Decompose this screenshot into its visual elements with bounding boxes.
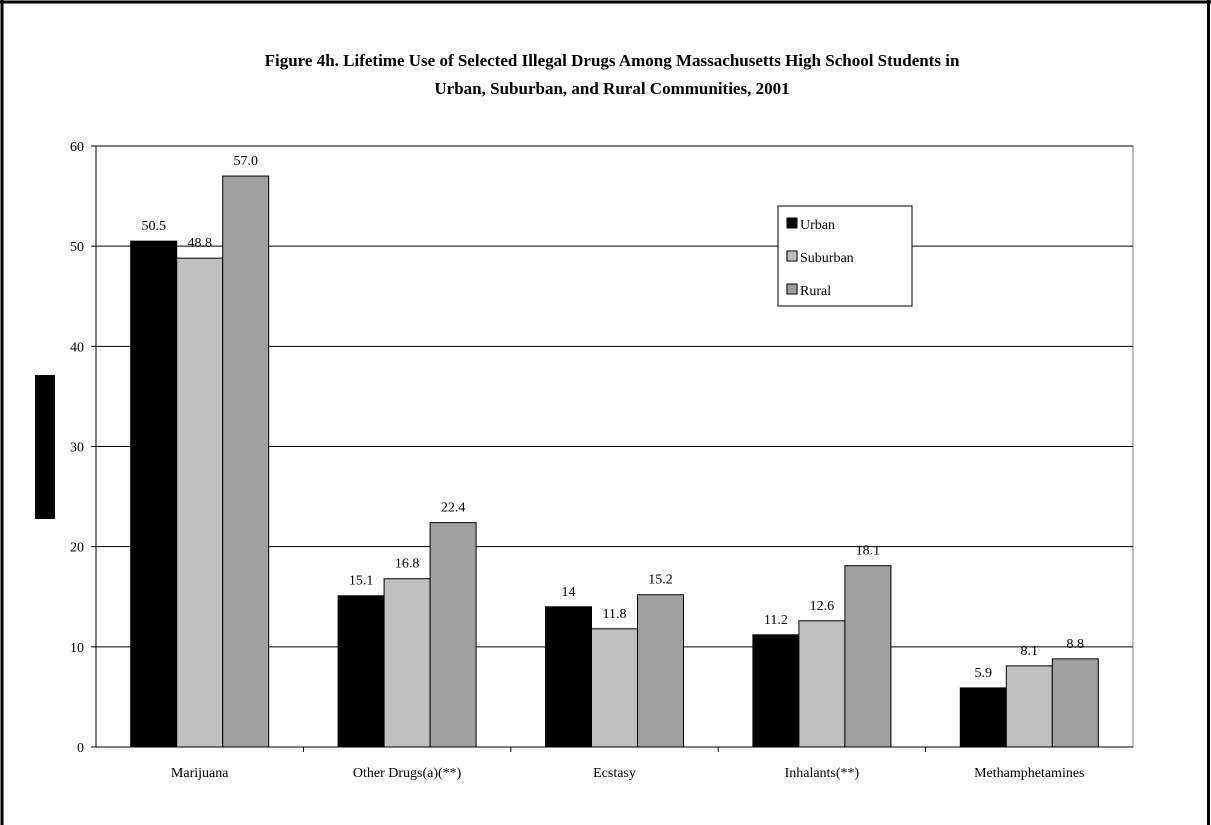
- legend-label-urban: Urban: [800, 218, 835, 233]
- y-tick-label: 50: [70, 240, 84, 255]
- bar-suburban-1: [176, 257, 224, 748]
- bar-urban-4: [752, 634, 800, 748]
- data-label: 5.9: [975, 666, 993, 681]
- legend-label-suburban: Suburban: [800, 251, 854, 266]
- y-tick-label: 40: [70, 340, 84, 355]
- bar-rural-4: [844, 565, 892, 748]
- bar-urban-2: [337, 595, 385, 748]
- legend-label-rural: Rural: [800, 284, 831, 299]
- bar-suburban-2: [383, 578, 431, 748]
- data-label-group: 50.5 48.8 57.0 15.1 16.8 22.4 14 11.8 15.2 11.2 12…: [141, 154, 1084, 681]
- data-label: 22.4: [441, 501, 466, 516]
- bar-suburban-3: [591, 628, 638, 748]
- chart-title: Figure 4h. Lifetime Use of Selected Ille…: [265, 51, 960, 70]
- bar-urban-1: [130, 240, 178, 748]
- y-tick-label: 10: [70, 641, 84, 656]
- y-tick-label: 0: [77, 741, 84, 756]
- x-category-label: Methamphetamines: [974, 766, 1084, 781]
- bar-group: [130, 175, 1099, 748]
- bar-urban-5: [959, 687, 1007, 748]
- x-category-label: Ecstasy: [593, 766, 636, 781]
- bar-suburban-4: [798, 620, 846, 748]
- x-category-label: Inhalants(**): [785, 766, 860, 781]
- data-label: 18.1: [856, 544, 881, 559]
- x-category-label: Marijuana: [171, 766, 229, 781]
- data-label: 12.6: [810, 599, 835, 614]
- legend-box: [777, 205, 913, 307]
- bar-rural-3: [637, 594, 684, 748]
- y-tick-label: 60: [70, 140, 84, 155]
- data-label: 48.8: [187, 236, 212, 251]
- y-axis-ticks: 0 10 20 30 40 50 60: [70, 140, 96, 756]
- bar-suburban-5: [1005, 665, 1053, 748]
- bar-rural-2: [429, 522, 477, 748]
- data-label: 16.8: [395, 557, 420, 572]
- data-label: 15.2: [648, 573, 673, 588]
- data-label: 11.2: [764, 613, 788, 628]
- chart-subtitle: Urban, Suburban, and Rural Communities, …: [434, 79, 789, 98]
- x-axis-ticks: Marijuana Other Drugs(a)(**) Ecstasy Inhala…: [171, 747, 1085, 781]
- legend-swatch-rural: [786, 283, 798, 295]
- data-label: 57.0: [233, 154, 258, 169]
- y-tick-label: 30: [70, 441, 84, 456]
- data-label: 8.1: [1021, 644, 1039, 659]
- data-label: 8.8: [1067, 637, 1085, 652]
- bar-urban-3: [545, 606, 592, 748]
- y-tick-label: 20: [70, 541, 84, 556]
- chart-legend: Urban Suburban Rural: [777, 205, 913, 307]
- data-label: 11.8: [603, 607, 627, 622]
- data-label: 14: [562, 585, 576, 600]
- bar-rural-1: [222, 175, 270, 748]
- data-label: 50.5: [141, 219, 166, 234]
- x-category-label: Other Drugs(a)(**): [353, 766, 462, 781]
- legend-swatch-suburban: [786, 250, 798, 262]
- data-label: 15.1: [349, 574, 374, 589]
- legend-swatch-urban: [786, 217, 798, 229]
- y-axis-label-block: [35, 375, 55, 519]
- bar-rural-5: [1051, 658, 1099, 748]
